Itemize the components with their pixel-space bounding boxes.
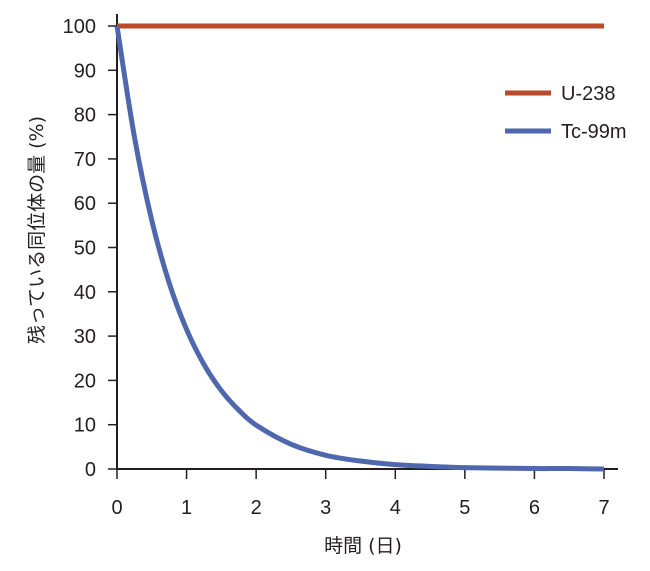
series-layer (114, 23, 605, 472)
x-ticks: 0 1 2 3 4 5 6 7 (111, 469, 610, 519)
y-tick-label: 20 (74, 370, 96, 392)
series-line-tc-99m (114, 25, 605, 472)
y-tick-label: 90 (74, 60, 96, 82)
legend: U-238 Tc-99m (505, 83, 627, 143)
x-tick-label: 5 (459, 497, 470, 519)
y-ticks: 0 10 20 30 40 50 60 70 80 90 100 (63, 16, 117, 481)
y-tick-label: 70 (74, 149, 96, 171)
y-tick-label: 50 (74, 238, 96, 260)
y-tick-label: 100 (63, 16, 96, 38)
x-tick-label: 3 (320, 497, 331, 519)
x-tick-label: 0 (111, 497, 122, 519)
y-tick-label: 80 (74, 105, 96, 127)
y-axis-title: 残っている同位体の量 (%) (26, 116, 48, 344)
x-tick-label: 4 (390, 497, 401, 519)
y-tick-label: 30 (74, 326, 96, 348)
y-tick-label: 40 (74, 282, 96, 304)
x-tick-label: 6 (529, 497, 540, 519)
x-tick-label: 1 (181, 497, 192, 519)
legend-label-u-238: U-238 (561, 83, 615, 105)
y-tick-label: 0 (85, 459, 96, 481)
y-tick-label: 60 (74, 193, 96, 215)
y-tick-label: 10 (74, 415, 96, 437)
x-tick-label: 7 (598, 497, 609, 519)
legend-label-tc-99m: Tc-99m (561, 121, 627, 143)
axes (116, 14, 618, 470)
x-tick-label: 2 (251, 497, 262, 519)
x-axis-title: 時間 (日) (324, 535, 402, 557)
